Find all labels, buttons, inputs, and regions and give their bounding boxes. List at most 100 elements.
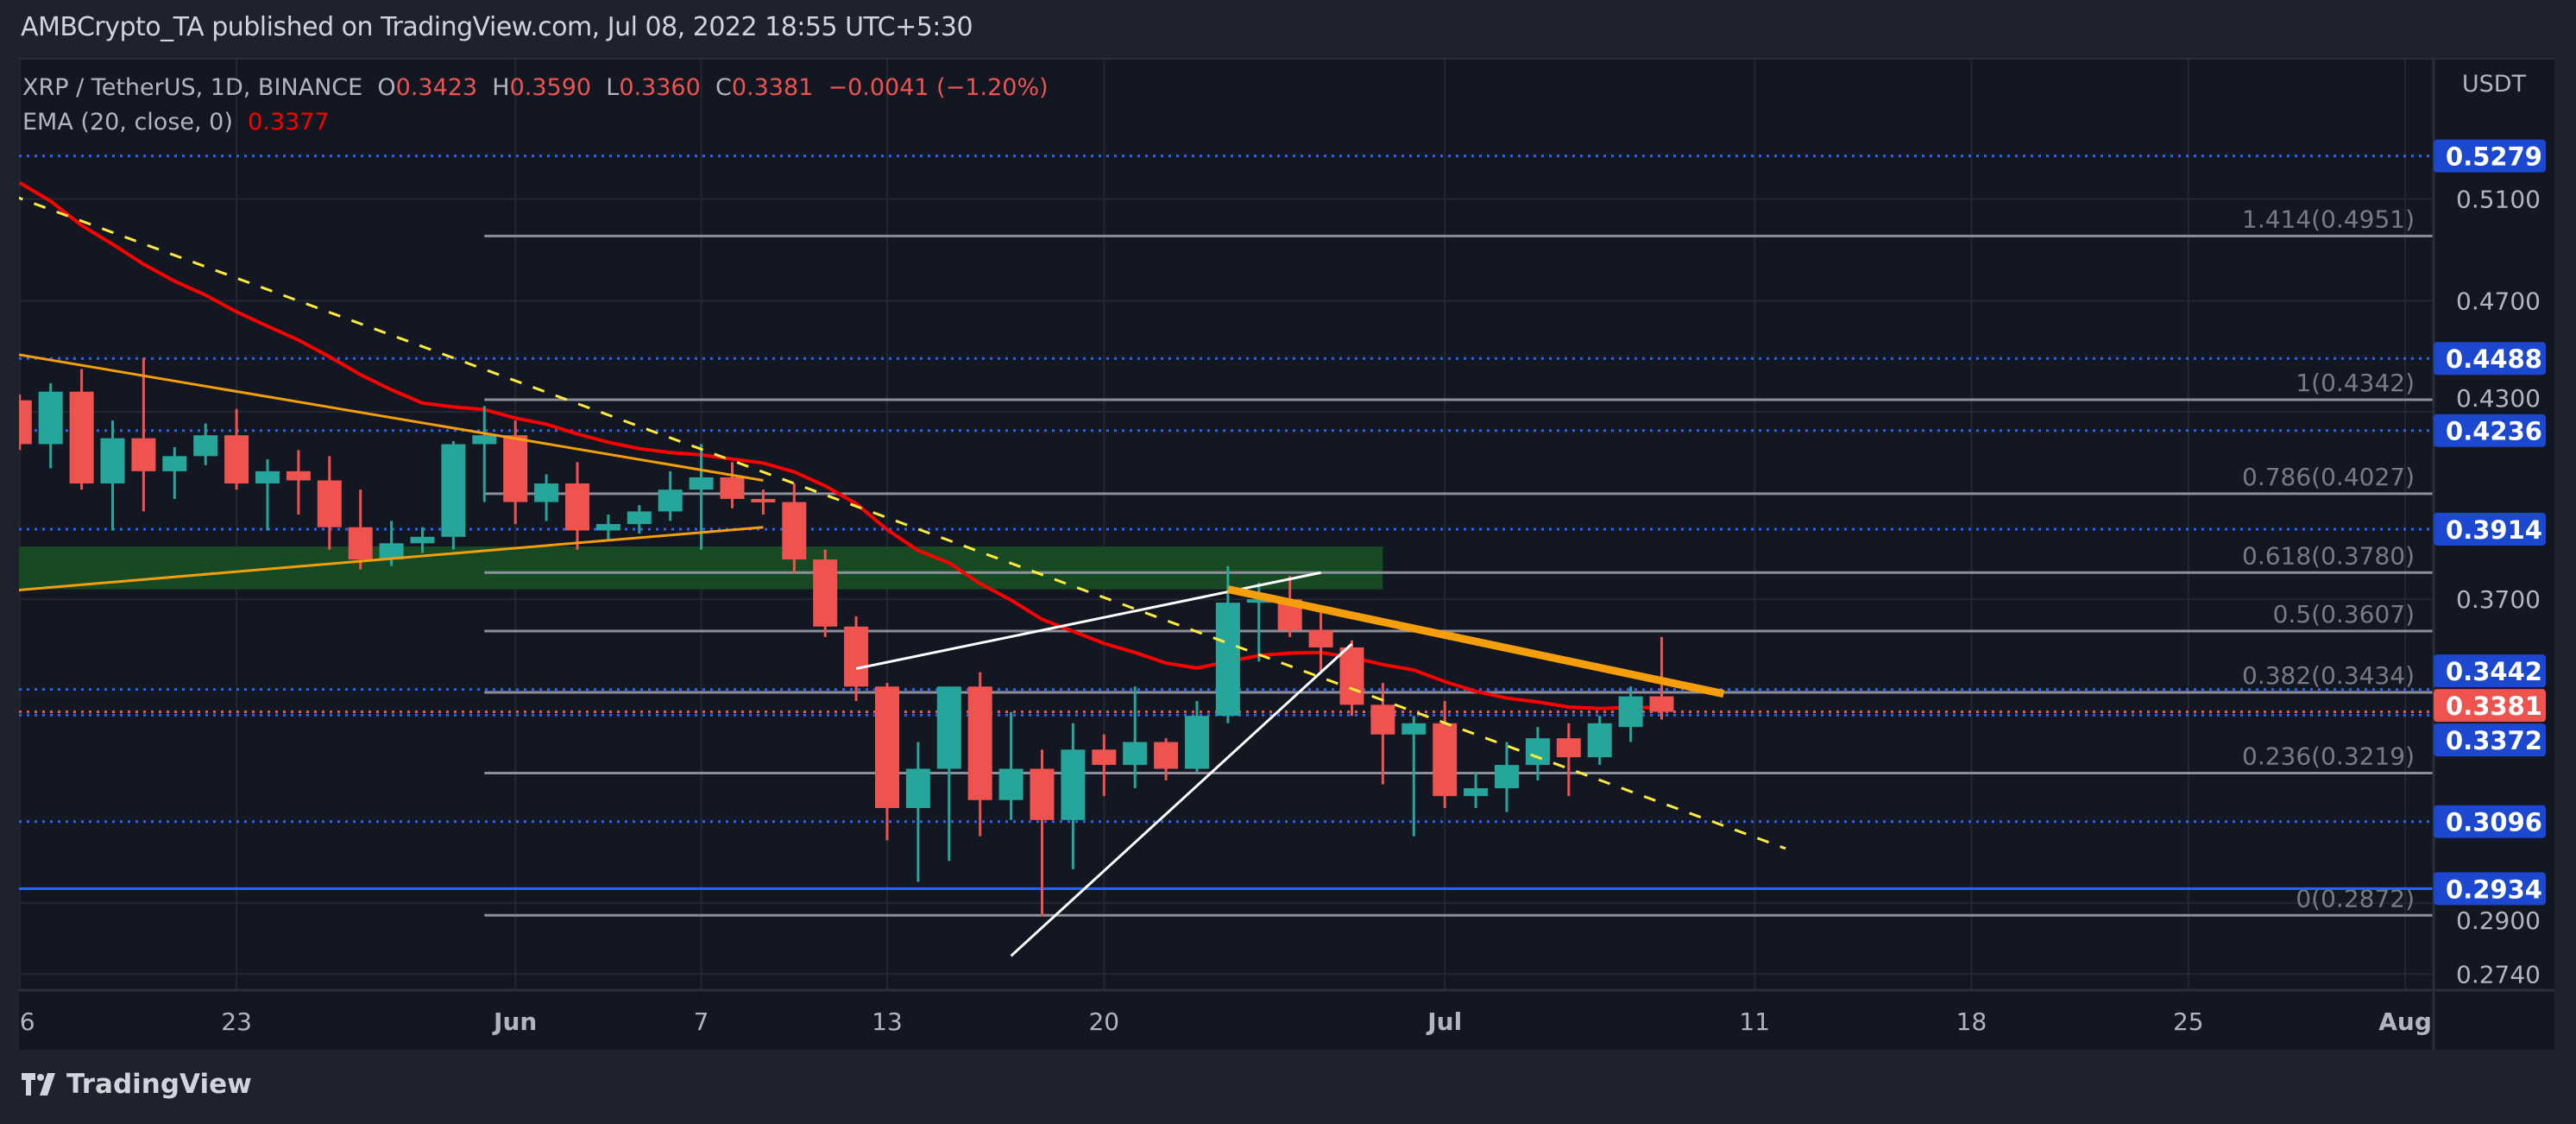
candle-body[interactable]	[255, 470, 280, 484]
price-badge-label: 0.4236	[2446, 417, 2542, 446]
fib-level-label: 0.786(0.4027)	[2242, 463, 2415, 491]
candle-body[interactable]	[534, 483, 559, 502]
candle-body[interactable]	[69, 391, 94, 484]
price-badge-label: 0.3381	[2446, 691, 2542, 721]
supply-demand-zone[interactable]	[19, 546, 1383, 590]
candle-body[interactable]	[1495, 765, 1519, 789]
price-badge	[2434, 872, 2546, 906]
candle-body[interactable]	[967, 686, 992, 800]
candle-body[interactable]	[100, 438, 125, 484]
candle-body[interactable]	[1308, 629, 1333, 647]
price-badge	[2434, 512, 2546, 546]
candle-body[interactable]	[1154, 742, 1179, 769]
price-tick-label: 0.4700	[2456, 287, 2541, 316]
candle-body[interactable]	[689, 477, 714, 490]
ema-label[interactable]: EMA (20, close, 0)	[22, 109, 233, 136]
time-tick-label: 23	[221, 1007, 252, 1036]
publish-title: AMBCrypto_TA published on TradingView.co…	[21, 12, 973, 42]
ema-line[interactable]	[19, 180, 1662, 710]
time-tick-label: 20	[1088, 1007, 1119, 1036]
low-label: L	[606, 74, 620, 101]
symbol-name[interactable]: XRP / TetherUS, 1D, BINANCE	[22, 74, 363, 101]
candle-body[interactable]	[595, 524, 620, 531]
candle-body[interactable]	[1370, 704, 1395, 735]
candle-body[interactable]	[1433, 723, 1458, 797]
time-tick-label: Aug	[2378, 1007, 2432, 1036]
candle-body[interactable]	[1649, 696, 1674, 712]
candle-body[interactable]	[658, 489, 683, 512]
price-badge	[2434, 654, 2546, 688]
candle-body[interactable]	[19, 400, 32, 445]
candle-body[interactable]	[751, 498, 776, 502]
price-badge-label: 0.5279	[2446, 142, 2542, 172]
candle-body[interactable]	[998, 768, 1023, 800]
price-badge-label: 0.3914	[2446, 515, 2542, 545]
candle-body[interactable]	[1061, 749, 1086, 820]
candle-body[interactable]	[162, 456, 187, 471]
time-axis[interactable]	[19, 990, 2554, 1050]
price-badge	[2434, 689, 2546, 723]
candle-body[interactable]	[1185, 716, 1209, 769]
price-badge	[2434, 805, 2546, 838]
candle-body[interactable]	[503, 435, 528, 502]
candle-body[interactable]	[1030, 768, 1055, 820]
candle-body[interactable]	[348, 527, 373, 560]
open-value: 0.3423	[395, 74, 478, 101]
fib-level-label: 0.236(0.3219)	[2242, 742, 2415, 770]
candle-body[interactable]	[1339, 647, 1364, 705]
tradingview-footer[interactable]: TradingView	[22, 1069, 252, 1100]
price-badge	[2434, 723, 2546, 757]
candle-body[interactable]	[627, 511, 652, 525]
price-tick-label: 0.2740	[2456, 960, 2541, 988]
candle-body[interactable]	[1123, 742, 1148, 766]
candle-body[interactable]	[224, 435, 249, 484]
open-label: O	[377, 74, 396, 101]
fib-level-label: 1(0.4342)	[2296, 369, 2415, 397]
candle-body[interactable]	[905, 768, 930, 808]
price-badge-label: 0.3442	[2446, 657, 2542, 686]
candle-body[interactable]	[782, 502, 807, 560]
high-label: H	[492, 74, 510, 101]
candle-body[interactable]	[1401, 723, 1427, 735]
candle-body[interactable]	[1092, 749, 1117, 766]
time-tick-label: 25	[2173, 1007, 2204, 1036]
candle-body[interactable]	[565, 483, 589, 531]
candle-body[interactable]	[1464, 788, 1489, 797]
candle-body[interactable]	[472, 435, 497, 445]
candle-body[interactable]	[875, 686, 899, 808]
trendline-orange-resistance[interactable]	[1226, 585, 1725, 698]
candle-body[interactable]	[1587, 723, 1612, 758]
fib-level-label: 0.618(0.3780)	[2242, 541, 2415, 570]
candle-body[interactable]	[441, 444, 466, 537]
trendline-wedge-lower[interactable]	[1010, 642, 1353, 957]
candle-body[interactable]	[131, 438, 156, 471]
candle-body[interactable]	[813, 559, 838, 627]
chart-pane[interactable]: 1.414(0.4951) 1(0.4342) 0.786(0.4027) 0.618…	[19, 58, 2554, 1050]
candle-body[interactable]	[317, 480, 342, 527]
candle-body[interactable]	[1525, 738, 1550, 766]
candle-body[interactable]	[1246, 599, 1271, 603]
candle-body[interactable]	[844, 626, 869, 687]
candle-body[interactable]	[38, 391, 63, 445]
candle-body[interactable]	[1215, 603, 1240, 717]
close-label: C	[715, 74, 732, 101]
price-chart[interactable]: 1.414(0.4951) 1(0.4342) 0.786(0.4027) 0.618…	[19, 60, 2554, 1050]
low-value: 0.3360	[619, 74, 701, 101]
trendline-orange-upper[interactable]	[19, 350, 764, 482]
time-tick-label: 7	[694, 1007, 709, 1036]
price-badge-label: 0.3372	[2446, 726, 2542, 755]
price-badge-label: 0.2934	[2446, 875, 2542, 904]
candle-body[interactable]	[193, 435, 218, 457]
trendline-orange-lower[interactable]	[19, 526, 764, 593]
candle-body[interactable]	[379, 543, 404, 560]
candle-body[interactable]	[720, 477, 745, 499]
close-value: 0.3381	[731, 74, 814, 101]
candle-body[interactable]	[1556, 738, 1581, 758]
candle-body[interactable]	[410, 536, 435, 544]
candle-body[interactable]	[1618, 696, 1643, 728]
trendline-yellow-dashed[interactable]	[19, 186, 1786, 850]
candle-body[interactable]	[936, 686, 961, 769]
tradingview-logo-icon	[22, 1073, 55, 1096]
price-badge	[2434, 342, 2546, 376]
candle-body[interactable]	[286, 470, 311, 481]
